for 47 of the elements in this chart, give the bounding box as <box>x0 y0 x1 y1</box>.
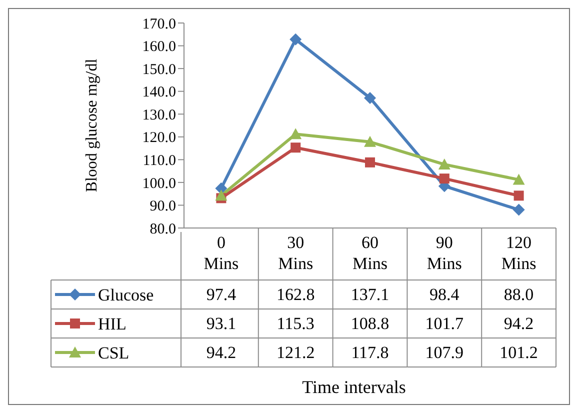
legend-label: HIL <box>98 314 126 334</box>
point <box>290 142 301 153</box>
text: Time intervals <box>301 377 407 398</box>
point <box>439 174 450 184</box>
y-tick-label: 110.0 <box>142 152 176 169</box>
data-label: 121.2 <box>276 343 315 362</box>
point <box>514 190 524 201</box>
x-tick-label: 60 Mins <box>352 233 388 273</box>
data-label: 162.8 <box>276 285 315 304</box>
point <box>512 174 525 185</box>
y-tick-label: 90.0 <box>150 198 176 215</box>
y-tick-label: 140.0 <box>142 84 176 101</box>
point <box>512 204 525 216</box>
y-tick-label: 80.0 <box>150 221 176 238</box>
y-axis-title: Blood glucose mg/dl <box>84 58 101 192</box>
data-label: 98.4 <box>430 285 460 304</box>
x-tick-label: 0 Mins <box>204 233 239 273</box>
data-label: 101.7 <box>425 314 464 333</box>
point <box>215 190 228 201</box>
point <box>364 92 376 104</box>
data-label: 88.0 <box>504 285 534 304</box>
y-tick-label: 160.0 <box>142 39 176 56</box>
x-tick-label: 30 Mins <box>278 233 314 273</box>
y-tick-label: 100.0 <box>142 176 176 192</box>
x-tick-label: 90 Mins <box>426 233 462 273</box>
data-label: 93.1 <box>206 314 236 333</box>
point <box>364 136 376 147</box>
x-tick-label: 120 Mins <box>501 233 536 273</box>
data-label: 94.2 <box>504 314 534 333</box>
point <box>365 157 375 168</box>
point <box>438 158 450 170</box>
point <box>290 33 302 46</box>
y-tick-label: 150.0 <box>142 62 176 78</box>
data-label: 137.1 <box>350 285 390 304</box>
data-label: 107.9 <box>425 343 464 362</box>
data-label: 117.8 <box>351 343 389 362</box>
legend-label: Glucose <box>98 286 154 304</box>
point <box>290 128 302 140</box>
legend-label: CSL <box>98 344 130 362</box>
y-tick-label: 170.0 <box>142 16 176 32</box>
data-label: 101.2 <box>500 343 538 362</box>
data-label: 115.3 <box>276 314 314 333</box>
data-label: 108.8 <box>350 314 390 333</box>
y-tick-label: 130.0 <box>142 107 176 124</box>
data-label: 94.2 <box>206 343 236 362</box>
y-tick-label: 120.0 <box>142 130 176 146</box>
data-label: 97.4 <box>206 285 237 304</box>
